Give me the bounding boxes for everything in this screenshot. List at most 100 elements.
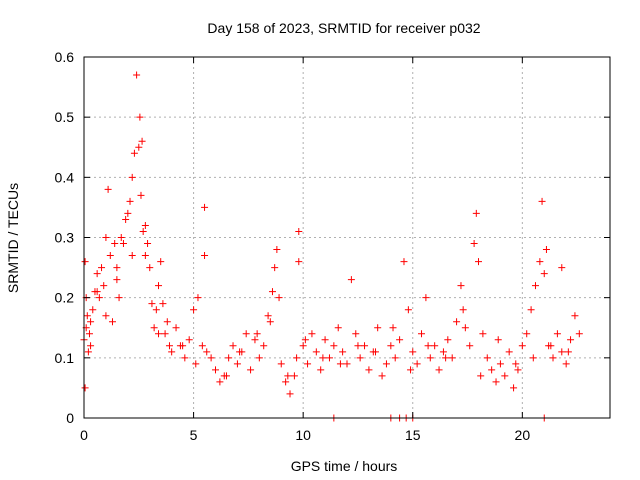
data-point xyxy=(413,360,421,368)
data-point xyxy=(155,282,163,290)
data-point xyxy=(83,312,91,320)
data-point xyxy=(128,173,136,181)
data-point xyxy=(295,258,303,266)
data-point xyxy=(198,342,206,350)
data-point xyxy=(255,354,263,362)
data-point xyxy=(111,240,119,248)
data-point xyxy=(225,354,233,362)
x-axis-label: GPS time / hours xyxy=(291,458,398,474)
data-point xyxy=(422,294,430,302)
data-point xyxy=(391,354,399,362)
data-point xyxy=(275,294,283,302)
y-axis-label: SRMTID / TECUs xyxy=(5,183,21,293)
data-point xyxy=(347,276,355,284)
data-point xyxy=(108,318,116,326)
data-point xyxy=(138,137,146,145)
data-point xyxy=(192,360,200,368)
data-point xyxy=(172,324,180,332)
data-point xyxy=(242,330,250,338)
data-point xyxy=(352,330,360,338)
data-point xyxy=(135,143,143,151)
data-point xyxy=(325,354,333,362)
data-point xyxy=(457,282,465,290)
data-point xyxy=(190,306,198,314)
data-point xyxy=(104,185,112,193)
data-point xyxy=(277,360,285,368)
data-point xyxy=(102,234,110,241)
data-point xyxy=(317,366,325,374)
data-point xyxy=(553,330,561,338)
y-tick-label: 0 xyxy=(66,410,74,426)
data-point xyxy=(185,336,193,344)
data-point xyxy=(330,342,338,350)
data-point xyxy=(472,209,480,217)
data-point xyxy=(293,354,301,362)
data-point xyxy=(339,348,347,356)
data-point xyxy=(236,348,244,356)
data-point xyxy=(479,330,487,338)
data-point xyxy=(409,348,417,356)
data-point xyxy=(378,372,386,380)
data-point xyxy=(538,197,546,205)
data-point xyxy=(95,294,103,302)
data-point xyxy=(212,366,219,374)
data-point xyxy=(124,209,132,217)
data-point xyxy=(567,336,575,344)
data-point xyxy=(304,360,312,368)
data-point xyxy=(81,258,89,266)
data-point xyxy=(527,306,535,314)
data-point xyxy=(286,390,294,398)
data-point xyxy=(334,324,342,332)
data-point xyxy=(100,282,108,290)
data-point xyxy=(547,342,555,350)
data-point xyxy=(98,264,106,272)
data-point xyxy=(266,318,274,326)
data-point xyxy=(382,360,390,368)
data-point xyxy=(336,360,344,368)
data-point xyxy=(87,318,95,326)
data-point xyxy=(354,342,362,350)
data-point xyxy=(418,330,426,338)
ticks-layer: 0 0.1 0.2 0.3 0.4 0.5 0.6 0 5 10 15 20 xyxy=(55,49,610,443)
x-tick-label: 0 xyxy=(80,427,88,443)
data-point xyxy=(542,246,550,254)
points-layer xyxy=(80,71,583,422)
y-tick-label: 0.1 xyxy=(55,350,75,366)
y-tick-label: 0.2 xyxy=(55,290,75,306)
data-point xyxy=(203,348,211,356)
x-tick-label: 5 xyxy=(190,427,198,443)
data-point xyxy=(492,378,500,386)
data-point xyxy=(494,336,502,344)
data-point xyxy=(93,288,101,296)
data-point xyxy=(141,221,149,229)
data-point xyxy=(113,276,121,284)
data-point xyxy=(389,324,397,332)
data-point xyxy=(470,240,478,248)
data-point xyxy=(141,252,149,260)
data-point xyxy=(564,348,572,356)
data-point xyxy=(295,227,303,235)
data-point xyxy=(444,336,452,344)
data-point xyxy=(128,252,136,260)
data-point xyxy=(247,366,255,374)
data-point xyxy=(343,360,351,368)
grid-layer xyxy=(84,57,610,418)
data-point xyxy=(301,336,309,344)
data-point xyxy=(181,354,189,362)
data-point xyxy=(356,354,364,362)
data-point xyxy=(201,203,209,211)
data-point xyxy=(466,342,474,350)
data-point xyxy=(117,234,125,241)
data-point xyxy=(179,342,187,350)
data-point xyxy=(271,264,279,272)
data-point xyxy=(514,366,522,374)
x-tick-label: 15 xyxy=(405,427,421,443)
data-point xyxy=(483,354,491,362)
data-point xyxy=(523,330,531,338)
data-point xyxy=(260,342,268,350)
data-point xyxy=(165,342,173,350)
data-point xyxy=(194,294,202,302)
data-point xyxy=(284,372,292,380)
data-point xyxy=(93,270,101,278)
